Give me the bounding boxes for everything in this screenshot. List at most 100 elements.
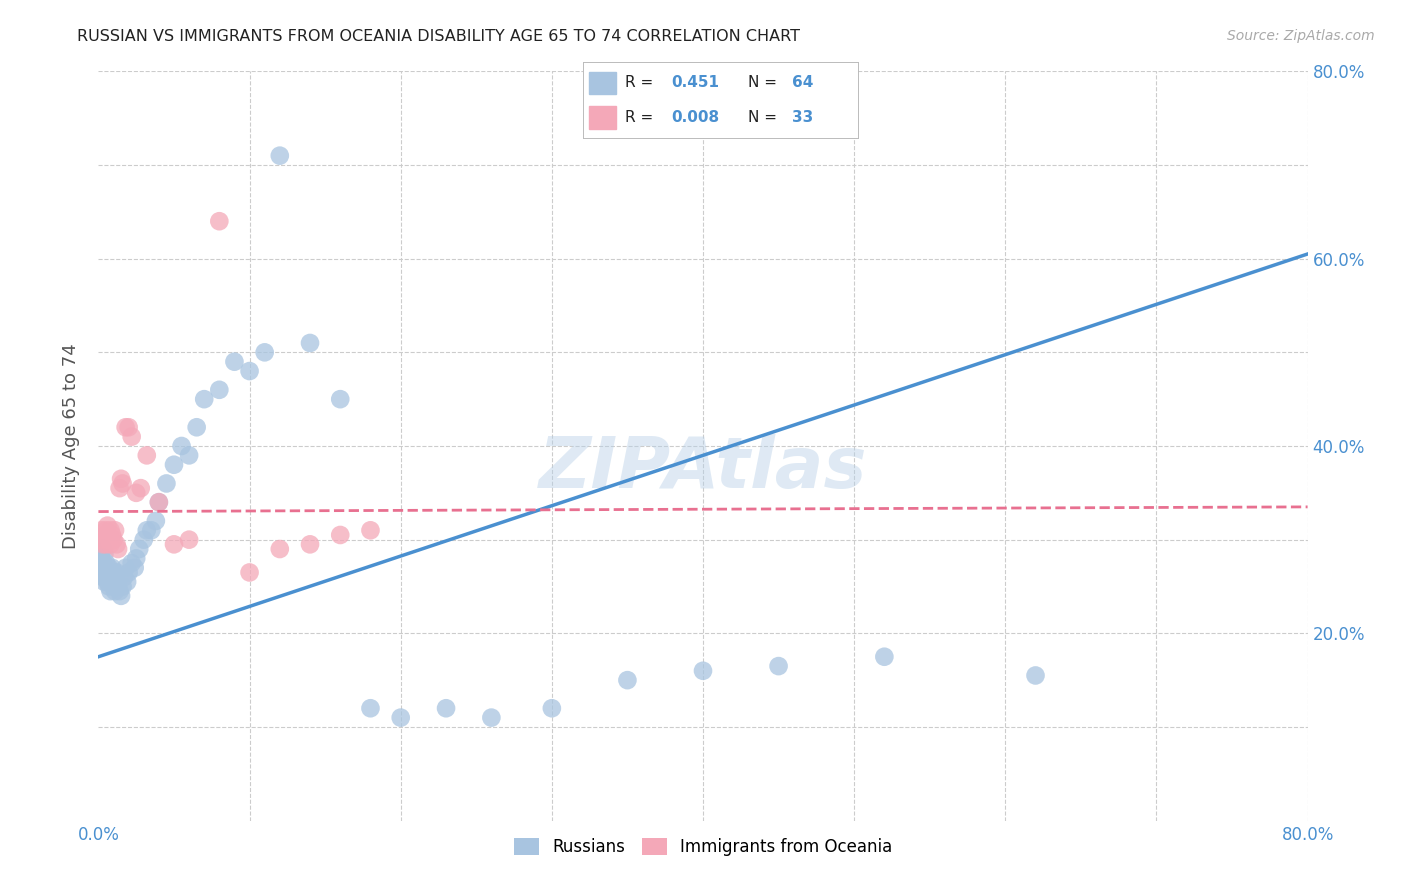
Point <box>434 701 457 715</box>
Point <box>100 570 122 584</box>
Point <box>129 481 152 495</box>
Point <box>114 420 136 434</box>
Point <box>179 449 201 463</box>
Point <box>101 561 124 575</box>
Point <box>91 570 114 584</box>
Point <box>128 542 150 557</box>
Point <box>91 556 114 570</box>
Point <box>208 383 231 397</box>
Point <box>179 533 201 547</box>
Point <box>186 420 208 434</box>
Point <box>93 561 115 575</box>
Point <box>94 556 117 570</box>
Point <box>163 537 186 551</box>
Point <box>107 542 129 557</box>
Point <box>135 449 157 463</box>
Point <box>103 566 125 580</box>
Point <box>111 476 134 491</box>
Point <box>269 542 291 557</box>
Point <box>91 542 114 557</box>
Point <box>110 589 132 603</box>
Point <box>124 561 146 575</box>
Text: R =: R = <box>624 76 658 90</box>
Point <box>224 355 246 369</box>
Point <box>170 439 193 453</box>
Point <box>105 566 128 580</box>
Point <box>125 486 148 500</box>
Text: 0.008: 0.008 <box>671 111 720 125</box>
Point <box>89 561 111 575</box>
Point <box>94 570 117 584</box>
Point <box>103 580 125 594</box>
Point <box>132 533 155 547</box>
Text: ZIPAtlas: ZIPAtlas <box>538 434 868 503</box>
Point <box>112 570 135 584</box>
Point <box>1024 668 1046 682</box>
Point <box>105 537 128 551</box>
Point <box>108 481 131 495</box>
Point <box>96 566 118 580</box>
Point <box>239 566 262 580</box>
Point <box>148 495 170 509</box>
Point <box>110 472 132 486</box>
Point <box>208 214 231 228</box>
Point <box>329 528 352 542</box>
Point <box>163 458 186 472</box>
Legend: Russians, Immigrants from Oceania: Russians, Immigrants from Oceania <box>505 830 901 864</box>
Point <box>111 580 134 594</box>
Point <box>768 659 790 673</box>
Point <box>98 533 121 547</box>
Text: Source: ZipAtlas.com: Source: ZipAtlas.com <box>1227 29 1375 43</box>
Point <box>692 664 714 678</box>
Point <box>873 649 896 664</box>
Point <box>90 551 112 566</box>
Point <box>90 566 112 580</box>
Point <box>101 574 124 589</box>
Point <box>114 561 136 575</box>
Point <box>98 580 121 594</box>
Bar <box>589 106 616 129</box>
Point <box>104 584 127 599</box>
Point <box>100 584 122 599</box>
Point <box>89 533 111 547</box>
Point <box>103 533 125 547</box>
Text: R =: R = <box>624 111 658 125</box>
Point <box>121 556 143 570</box>
Point <box>239 364 262 378</box>
Point <box>360 524 382 538</box>
Point <box>100 524 122 538</box>
Bar <box>589 71 616 95</box>
Point <box>193 392 215 407</box>
Point <box>540 701 562 715</box>
Point <box>118 566 141 580</box>
Point <box>98 561 121 575</box>
Point <box>118 420 141 434</box>
Point <box>253 345 276 359</box>
Point <box>125 551 148 566</box>
Point <box>145 514 167 528</box>
Point <box>141 524 163 538</box>
Point <box>121 430 143 444</box>
Point <box>105 574 128 589</box>
Point <box>104 524 127 538</box>
Point <box>96 574 118 589</box>
Point <box>101 528 124 542</box>
Point <box>299 336 322 351</box>
Point <box>135 524 157 538</box>
Point <box>107 580 129 594</box>
Point <box>100 537 122 551</box>
Point <box>94 537 117 551</box>
Point <box>616 673 638 688</box>
Text: N =: N = <box>748 76 782 90</box>
Text: 0.451: 0.451 <box>671 76 720 90</box>
Point <box>115 574 138 589</box>
Point <box>155 476 177 491</box>
Point <box>96 518 118 533</box>
Point <box>329 392 352 407</box>
Point <box>93 528 115 542</box>
Text: N =: N = <box>748 111 782 125</box>
Point <box>148 495 170 509</box>
Text: 33: 33 <box>792 111 813 125</box>
Point <box>481 710 503 724</box>
Point <box>90 524 112 538</box>
